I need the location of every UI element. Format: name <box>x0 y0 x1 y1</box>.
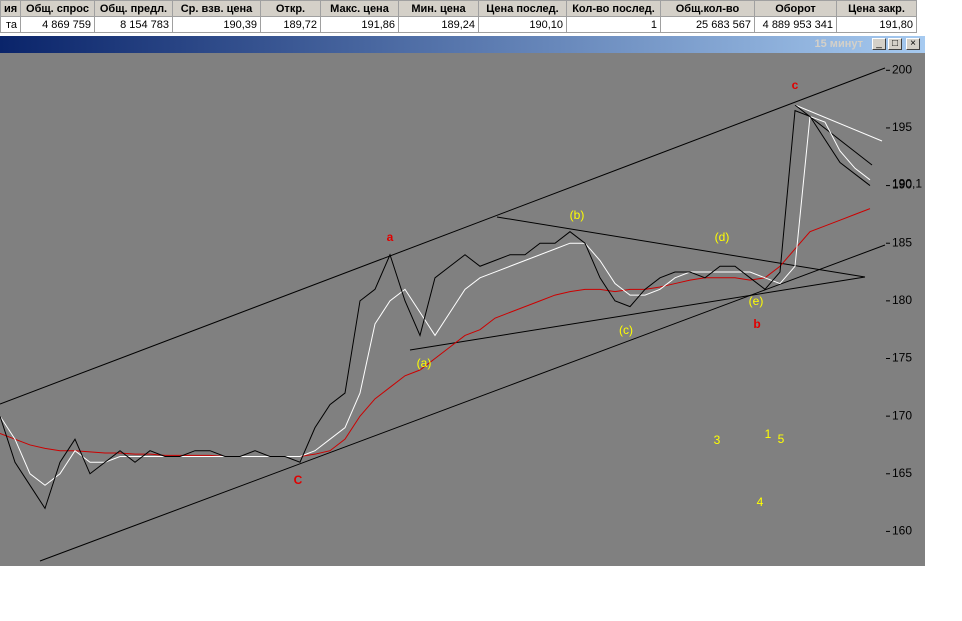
column-header: Общ. предл. <box>94 0 173 17</box>
y-tick-label: 195 <box>892 120 912 134</box>
table-cell: 190,39 <box>172 16 261 33</box>
wave-label: b <box>753 317 760 331</box>
title-bar: 15 минут _ □ × <box>0 36 925 53</box>
wave-label: (e) <box>749 294 764 308</box>
minimize-button[interactable]: _ <box>872 38 886 50</box>
table-cell: 8 154 783 <box>94 16 173 33</box>
table-cell: 189,72 <box>260 16 321 33</box>
y-tick-label: 180 <box>892 293 912 307</box>
plot-background <box>0 53 925 566</box>
wave-label: (a) <box>417 356 432 370</box>
column-header: Оборот <box>754 0 837 17</box>
table-cell: 1 <box>566 16 661 33</box>
price-line <box>0 109 871 510</box>
wave-label: (b) <box>570 208 585 222</box>
y-tick-label: 175 <box>892 351 912 365</box>
y-tick-label: 165 <box>892 466 912 480</box>
wave-label: a <box>387 230 394 244</box>
wave-label: 3 <box>714 433 721 447</box>
column-header: Ср. взв. цена <box>172 0 261 17</box>
wave-label: 1 <box>765 427 772 441</box>
y-tick-label: 185 <box>892 235 912 249</box>
trend-line <box>496 216 866 278</box>
column-header: Мин. цена <box>398 0 479 17</box>
trend-line <box>0 67 886 405</box>
column-header: Общ.кол-во <box>660 0 755 17</box>
table-cell: та <box>0 16 21 33</box>
column-header: Общ. спрос <box>20 0 95 17</box>
window-title: 15 минут <box>814 38 863 50</box>
trend-line <box>39 244 886 562</box>
last-price-label: 190,1 <box>892 177 922 191</box>
y-tick-label: 200 <box>892 62 912 76</box>
column-header: Цена послед. <box>478 0 567 17</box>
table-cell: 4 869 759 <box>20 16 95 33</box>
wave-label: C <box>294 473 303 487</box>
table-cell: 189,24 <box>398 16 479 33</box>
column-header: Цена закр. <box>836 0 917 17</box>
column-header: Откр. <box>260 0 321 17</box>
table-cell: 4 889 953 341 <box>754 16 837 33</box>
wave-label: 4 <box>757 495 764 509</box>
y-tick-label: 170 <box>892 408 912 422</box>
close-button[interactable]: × <box>906 38 920 50</box>
wave-label: (c) <box>619 323 633 337</box>
wave-label: (d) <box>715 230 730 244</box>
table-cell: 190,10 <box>478 16 567 33</box>
wave-label: c <box>792 78 799 92</box>
trend-line <box>794 104 883 142</box>
y-tick-label: 190 <box>892 178 912 192</box>
chart: 160 165 170 175 180 185 190 195 200 190,1 a (b) (d) c… <box>0 53 925 566</box>
column-header: Макс. цена <box>320 0 399 17</box>
table-cell: 191,86 <box>320 16 399 33</box>
table-cell: 191,80 <box>836 16 917 33</box>
trend-line <box>794 104 873 166</box>
column-header: Кол-во послед. <box>566 0 661 17</box>
table-cell: 25 683 567 <box>660 16 755 33</box>
y-tick-label: 160 <box>892 524 912 538</box>
trend-lines <box>0 67 886 562</box>
column-header: ия <box>0 0 21 17</box>
price-line <box>0 115 871 486</box>
maximize-button[interactable]: □ <box>888 38 902 50</box>
quote-table: ия Общ. спрос Общ. предл. Ср. взв. цена Откр… <box>0 0 917 33</box>
trend-line <box>409 276 866 351</box>
wave-label: 5 <box>778 432 785 446</box>
